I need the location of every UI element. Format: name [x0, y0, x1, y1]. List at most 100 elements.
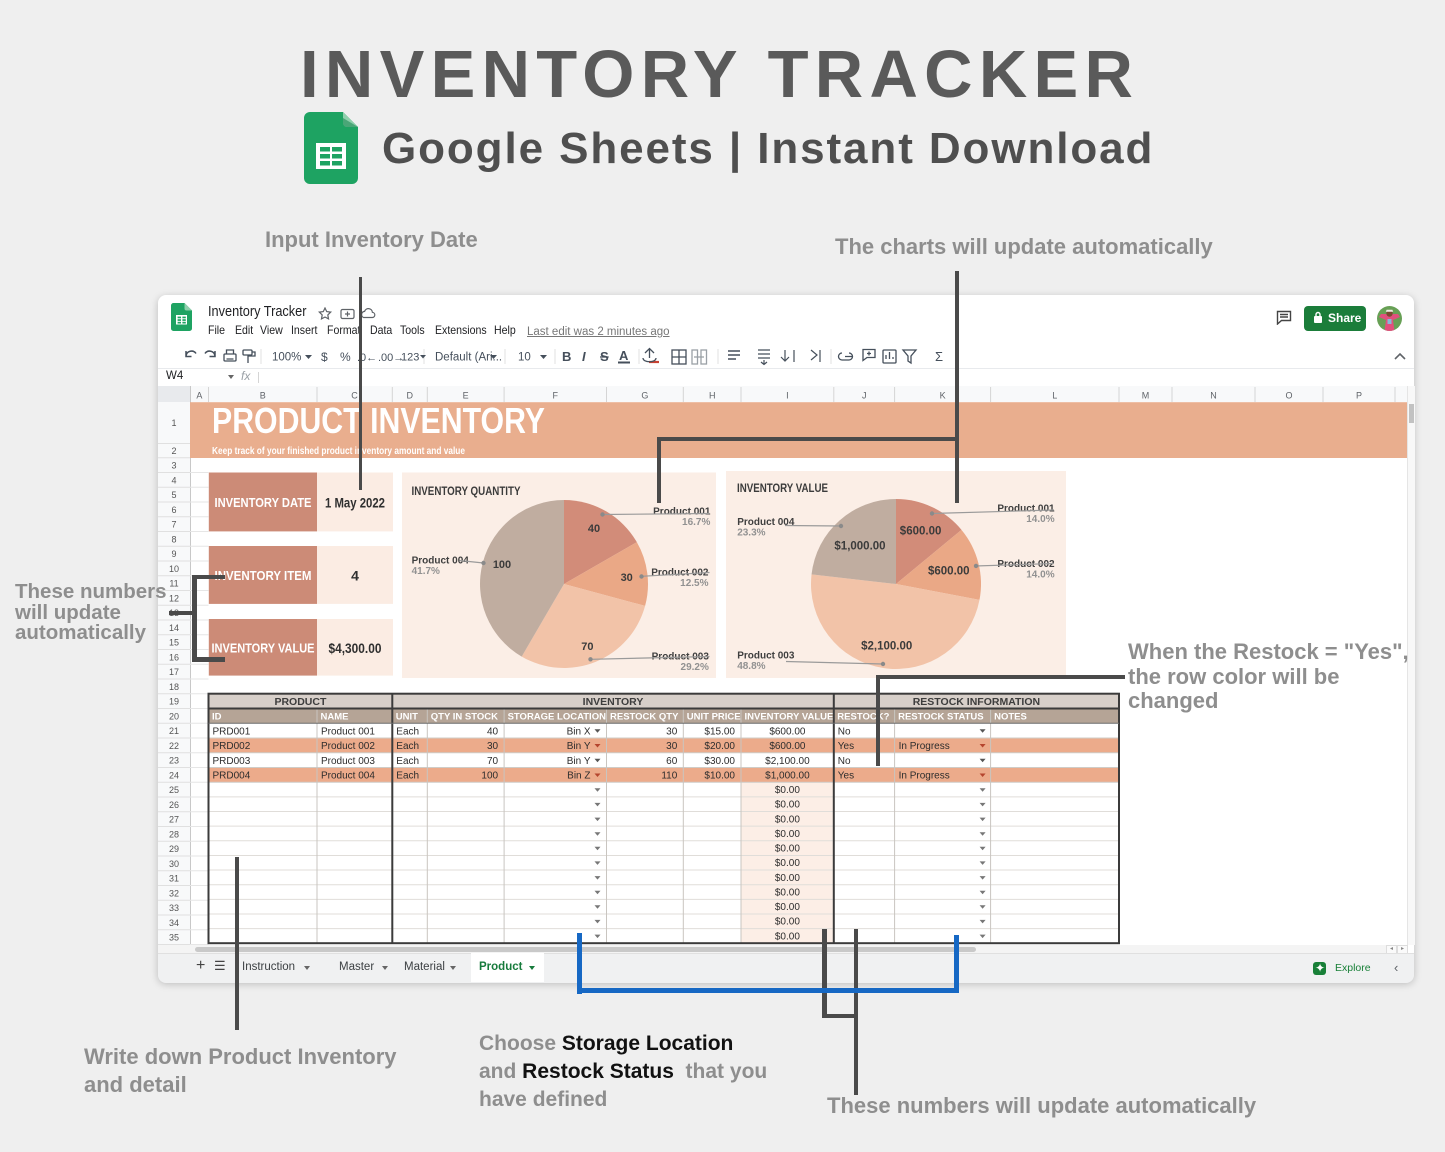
- svg-text:PRODUCT INVENTORY: PRODUCT INVENTORY: [212, 400, 545, 441]
- svg-text:100: 100: [481, 771, 498, 782]
- svg-text:15: 15: [169, 638, 179, 648]
- svg-text:J: J: [862, 391, 867, 401]
- svg-text:RESTOCK STATUS: RESTOCK STATUS: [898, 712, 984, 723]
- svg-text:UNIT PRICE: UNIT PRICE: [687, 712, 741, 723]
- svg-text:F: F: [553, 391, 559, 401]
- svg-text:30: 30: [621, 572, 633, 584]
- svg-text:$0.00: $0.00: [775, 829, 800, 840]
- svg-text:12: 12: [169, 594, 179, 604]
- svg-text:$20.00: $20.00: [704, 741, 735, 752]
- svg-text:INVENTORY QUANTITY: INVENTORY QUANTITY: [412, 486, 521, 498]
- svg-text:Bin Z: Bin Z: [567, 771, 590, 782]
- svg-text:M: M: [1142, 391, 1150, 401]
- svg-text:$0.00: $0.00: [775, 888, 800, 899]
- svg-text:Each: Each: [396, 756, 419, 767]
- svg-text:E: E: [463, 391, 469, 401]
- svg-text:Each: Each: [396, 726, 419, 737]
- svg-text:Product 002: Product 002: [651, 568, 709, 579]
- svg-text:Product 001: Product 001: [653, 507, 711, 518]
- svg-text:26: 26: [169, 800, 179, 810]
- svg-text:40: 40: [588, 523, 600, 535]
- svg-text:PRD003: PRD003: [213, 756, 251, 767]
- svg-text:18: 18: [169, 682, 179, 692]
- svg-text:No: No: [838, 756, 851, 767]
- svg-text:No: No: [838, 726, 851, 737]
- svg-text:N: N: [1210, 391, 1217, 401]
- svg-text:10: 10: [169, 564, 179, 574]
- svg-text:40: 40: [487, 726, 499, 737]
- svg-text:Bin Y: Bin Y: [567, 756, 591, 767]
- svg-text:$600.00: $600.00: [900, 526, 942, 538]
- svg-text:23.3%: 23.3%: [737, 528, 765, 539]
- svg-text:70: 70: [487, 756, 499, 767]
- svg-text:9: 9: [171, 549, 176, 559]
- svg-text:$0.00: $0.00: [775, 917, 800, 928]
- svg-text:29: 29: [169, 844, 179, 854]
- svg-text:G: G: [641, 391, 648, 401]
- svg-text:2: 2: [171, 446, 176, 456]
- svg-text:30: 30: [666, 726, 678, 737]
- svg-text:$0.00: $0.00: [775, 873, 800, 884]
- svg-text:Σ: Σ: [935, 349, 943, 364]
- svg-text:$: $: [321, 350, 328, 364]
- svg-text:RESTOCK?: RESTOCK?: [837, 712, 889, 723]
- svg-text:B: B: [562, 349, 571, 364]
- svg-text:$1,000.00: $1,000.00: [765, 771, 810, 782]
- svg-text:8: 8: [171, 535, 176, 545]
- svg-text:$600.00: $600.00: [769, 741, 806, 752]
- svg-text:29.2%: 29.2%: [681, 662, 709, 673]
- svg-text:100%: 100%: [272, 352, 301, 364]
- svg-text:22: 22: [169, 741, 179, 751]
- svg-text:60: 60: [666, 756, 678, 767]
- svg-text:11: 11: [169, 579, 178, 589]
- svg-text:123: 123: [401, 352, 419, 364]
- svg-text:D: D: [406, 391, 413, 401]
- svg-text:19: 19: [169, 697, 179, 707]
- svg-text:.00→: .00→: [378, 352, 404, 364]
- svg-text:Default (Ari...: Default (Ari...: [435, 352, 502, 364]
- svg-text:17: 17: [169, 667, 179, 677]
- svg-text:30: 30: [169, 859, 179, 869]
- svg-text:Bin X: Bin X: [567, 726, 591, 737]
- svg-text:ID: ID: [212, 712, 222, 723]
- svg-text:41.7%: 41.7%: [412, 566, 440, 577]
- svg-text:$0.00: $0.00: [775, 800, 800, 811]
- svg-text:7: 7: [171, 520, 176, 530]
- svg-text:S: S: [600, 349, 609, 364]
- svg-text:$10.00: $10.00: [704, 771, 735, 782]
- svg-text:Product 003: Product 003: [737, 651, 795, 662]
- svg-text:$2,100.00: $2,100.00: [765, 756, 810, 767]
- svg-text:Yes: Yes: [838, 771, 854, 782]
- svg-text:PRD004: PRD004: [213, 771, 251, 782]
- svg-text:INVENTORY VALUE: INVENTORY VALUE: [212, 640, 315, 655]
- svg-text:28: 28: [169, 830, 179, 840]
- svg-text:UNIT: UNIT: [396, 712, 418, 723]
- svg-text:14.0%: 14.0%: [1026, 570, 1054, 581]
- svg-text:34: 34: [169, 918, 179, 928]
- svg-text:31: 31: [169, 874, 179, 884]
- svg-text:INVENTORY ITEM: INVENTORY ITEM: [215, 568, 312, 583]
- svg-text:14: 14: [169, 623, 179, 633]
- svg-text:24: 24: [169, 771, 179, 781]
- svg-text:K: K: [940, 391, 946, 401]
- svg-text:I: I: [786, 391, 789, 401]
- svg-text:$0.00: $0.00: [775, 785, 800, 796]
- svg-text:$0.00: $0.00: [775, 814, 800, 825]
- svg-text:B: B: [260, 391, 266, 401]
- svg-text:4: 4: [351, 568, 359, 584]
- svg-text:NOTES: NOTES: [994, 712, 1027, 723]
- svg-text:100: 100: [493, 559, 511, 571]
- svg-text:5: 5: [171, 490, 176, 500]
- svg-text:25: 25: [169, 785, 179, 795]
- svg-text:$600.00: $600.00: [928, 566, 970, 578]
- svg-text:21: 21: [169, 726, 179, 736]
- svg-text:Product 001: Product 001: [321, 726, 375, 737]
- svg-text:70: 70: [581, 641, 593, 653]
- svg-text:Keep track of your finished pr: Keep track of your finished product inve…: [212, 445, 465, 457]
- svg-text:Product 001: Product 001: [997, 504, 1055, 515]
- svg-text:30: 30: [666, 741, 678, 752]
- svg-text:H: H: [709, 391, 716, 401]
- svg-text:1: 1: [171, 418, 176, 428]
- svg-text:INVENTORY: INVENTORY: [583, 696, 644, 708]
- svg-text:4: 4: [171, 475, 176, 485]
